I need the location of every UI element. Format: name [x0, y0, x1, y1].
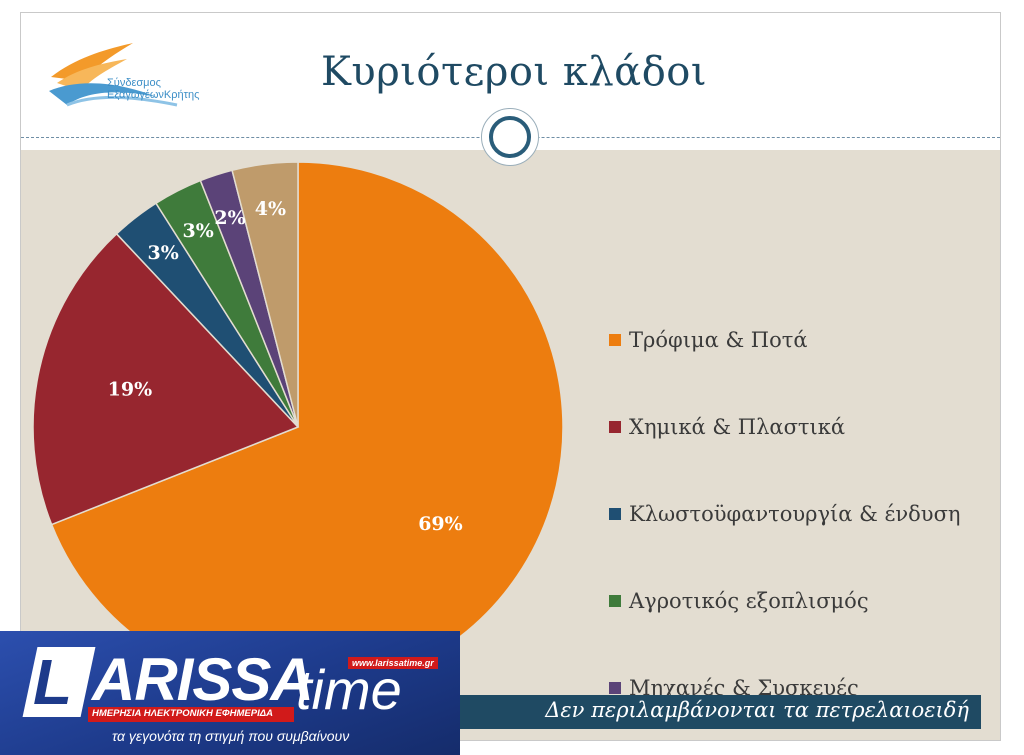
legend-label: Τρόφιμα & Ποτά	[629, 328, 808, 352]
legend-item-textiles-clothing: Κλωστοϋφαντουργία & ένδυση	[609, 502, 961, 526]
legend-item-agricultural-equipment: Αγροτικός εξοπλισμός	[609, 589, 869, 613]
logo-text: Σύνδεσμος ΕξαγωγέωνΚρήτης	[107, 77, 199, 101]
legend-swatch	[609, 334, 621, 346]
legend-label: Χημικά & Πλαστικά	[629, 415, 846, 439]
pie-label-textiles-clothing: 3%	[148, 242, 179, 264]
pie-slice-other-industry	[231, 161, 299, 428]
pie-label-machines-appliances: 2%	[214, 207, 245, 229]
slide-title: Κυριότεροι κλάδοι	[321, 49, 708, 95]
legend-swatch	[609, 595, 621, 607]
logo-text-line-2: ΕξαγωγέωνΚρήτης	[107, 89, 200, 101]
pie-chart: 69%19%3%3%2% 4%	[32, 161, 564, 693]
logo-text-line-1: Σύνδεσμος	[107, 77, 161, 89]
pie-label-food-drinks: 69%	[418, 513, 463, 535]
legend-swatch	[609, 682, 621, 694]
exporters-association-logo: Σύνδεσμος ΕξαγωγέωνΚρήτης	[47, 39, 247, 109]
brand-letter: L	[33, 646, 73, 718]
legend-swatch	[609, 508, 621, 520]
legend-item-food-drinks: Τρόφιμα & Ποτά	[609, 328, 808, 352]
larissatime-watermark: L ARISSA time www.larissatime.gr ΗΜΕΡΗΣΙ…	[0, 631, 460, 755]
pie-slice-chemicals-plastics	[32, 232, 300, 526]
brand-url: www.larissatime.gr	[348, 657, 438, 669]
pie-label-chemicals-plastics: 19%	[108, 378, 153, 400]
brand-tagline: ΗΜΕΡΗΣΙΑ ΗΛΕΚΤΡΟΝΙΚΗ ΕΦΗΜΕΡΙΔΑ	[92, 708, 273, 719]
logo-wave-icon	[49, 43, 178, 107]
brand-name: ARISSA	[92, 646, 314, 713]
legend-label: Κλωστοϋφαντουργία & ένδυση	[629, 502, 961, 526]
footer-note: Δεν περιλαμβάνονται τα πετρελαιοειδή	[545, 698, 969, 722]
pie-label-agricultural-equipment: 3%	[183, 220, 214, 242]
legend-swatch	[609, 421, 621, 433]
footer-note-bar: Δεν περιλαμβάνονται τα πετρελαιοειδή	[440, 695, 981, 729]
pie-label-other-industry: 4%	[255, 198, 286, 220]
chart-area: 69% 19% 3% 3% 2% 4% Τρόφιμα & Ποτά Χημικά & Πλ…	[21, 150, 1000, 740]
legend-label: Αγροτικός εξοπλισμός	[629, 589, 869, 613]
legend-item-chemicals-plastics: Χημικά & Πλαστικά	[609, 415, 845, 439]
brand-slogan: τα γεγονότα τη στιγμή που συμβαίνουν	[112, 728, 350, 744]
slide: Σύνδεσμος ΕξαγωγέωνΚρήτης Κυριότεροι κλά…	[20, 12, 1001, 741]
ring-ornament-icon	[481, 108, 539, 166]
